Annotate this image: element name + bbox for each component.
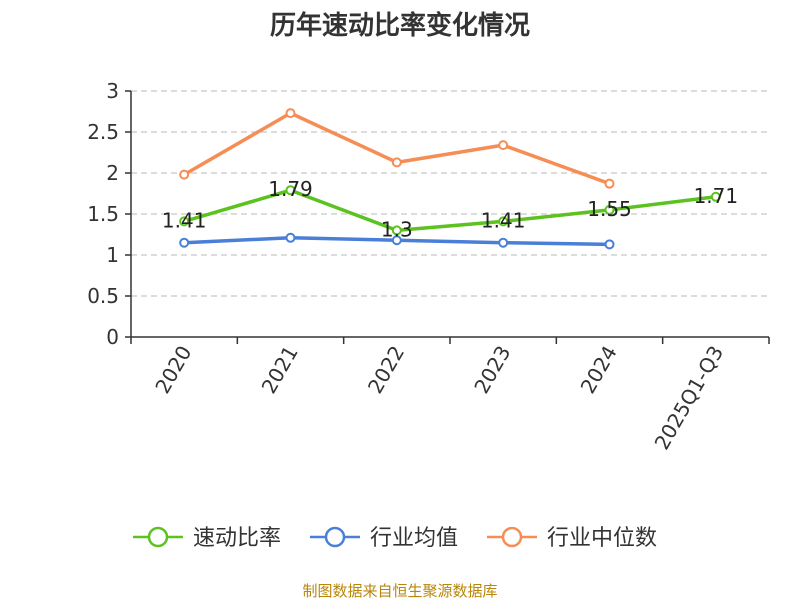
data-label: 1.71 [694,184,739,208]
data-point [604,239,615,250]
data-point [391,225,402,236]
data-point [498,140,509,151]
data-label: 1.3 [381,217,413,241]
data-label: 1.79 [268,177,313,201]
data-point [179,237,190,248]
y-tick-label: 0.5 [87,284,119,308]
y-tick-label: 1 [106,243,119,267]
series-line-0 [183,188,717,233]
data-point [285,232,296,243]
data-point [391,157,402,168]
data-point [391,235,402,246]
source-note: 制图数据来自恒生聚源数据库 [302,582,497,600]
y-tick-label: 3 [106,79,119,103]
data-label: 1.41 [481,208,526,232]
data-point [604,178,615,189]
x-tick-label: 2022 [363,342,409,398]
axes: 0 0.5 1 1.5 2 2.5 3 2020 2021 2022 2023 2024 2025Q1-… [87,79,770,454]
chart-title: 历年速动比率变化情况 [270,10,530,41]
data-point [604,204,615,215]
y-tick-label: 1.5 [87,202,119,226]
y-tick-label: 2 [106,161,119,185]
legend: 速动比率 行业均值 行业中位数 [133,526,657,551]
data-point [179,169,190,180]
data-point [285,108,296,119]
data-point [179,216,190,227]
legend-marker-0 [147,526,169,548]
y-tick-label: 2.5 [87,120,119,144]
legend-label-0: 速动比率 [193,526,281,551]
legend-label-1: 行业均值 [370,526,458,551]
data-point [285,185,296,196]
data-point [498,237,509,248]
x-tick-label: 2021 [257,342,303,398]
legend-marker-1 [324,526,346,548]
data-label: 1.55 [587,197,632,221]
x-tick-label: 2025Q1-Q3 [649,342,728,454]
x-tick-label: 2023 [469,341,515,397]
grid [131,90,769,297]
x-tick-label: 2024 [576,342,622,398]
y-tick-label: 0 [106,325,119,349]
data-label: 1.41 [162,208,207,232]
data-labels: 1.41 1.79 1.3 1.41 1.55 1.71 [162,177,738,241]
legend-marker-2 [501,526,523,548]
series-lines [179,108,721,250]
data-point [710,191,721,202]
legend-label-2: 行业中位数 [547,526,657,551]
x-tick-label: 2020 [150,342,196,398]
data-point [498,216,509,227]
